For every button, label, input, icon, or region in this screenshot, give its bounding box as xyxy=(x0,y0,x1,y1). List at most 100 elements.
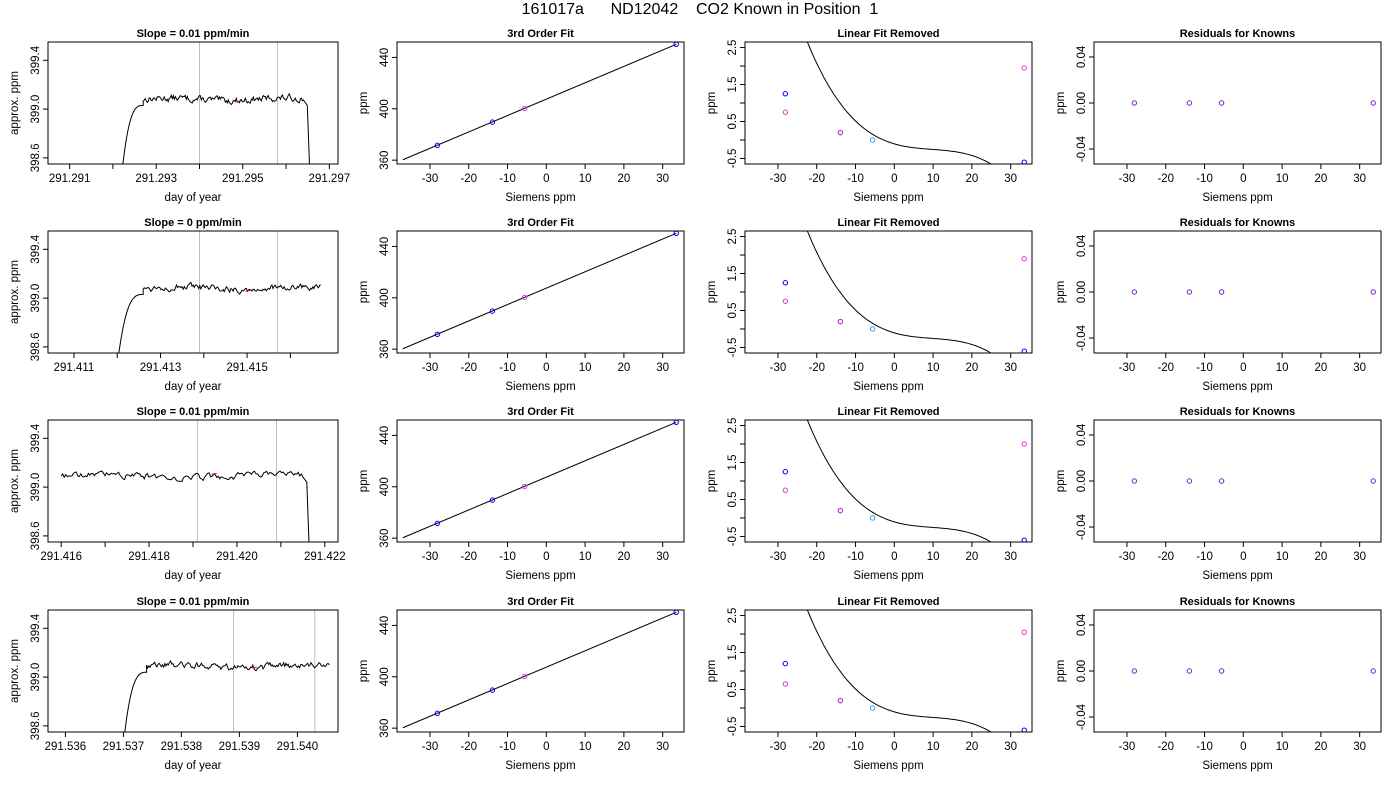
x-tick-label: 291.295 xyxy=(222,173,264,185)
data-point xyxy=(434,331,441,338)
plot-area xyxy=(1131,668,1376,674)
x-tick-label: -30 xyxy=(1119,741,1136,753)
data-point xyxy=(1370,668,1376,674)
y-tick-label: 2.5 xyxy=(727,608,739,624)
data-point xyxy=(1021,537,1027,542)
y-tick-label: 398.6 xyxy=(30,712,42,741)
x-axis-label: day of year xyxy=(165,570,222,582)
x-tick-label: -20 xyxy=(808,362,825,374)
x-tick-label: -20 xyxy=(808,173,825,185)
fit-curve xyxy=(806,420,992,542)
y-axis-label: approx. ppm xyxy=(9,260,21,324)
x-axis-label: Siemens ppm xyxy=(853,570,923,582)
y-axis-label: ppm xyxy=(706,660,718,682)
x-tick-label: 0 xyxy=(543,551,549,563)
data-point xyxy=(1131,289,1138,295)
x-tick-label: 20 xyxy=(617,173,630,185)
x-axis-label: Siemens ppm xyxy=(1202,570,1272,582)
data-point xyxy=(1370,478,1376,484)
plot-frame xyxy=(1093,230,1382,354)
x-tick-label: 0 xyxy=(1240,551,1246,563)
y-tick-label: 399.0 xyxy=(30,95,42,124)
x-tick-label: 291.538 xyxy=(161,741,203,753)
y-axis-label: approx. ppm xyxy=(9,71,21,135)
plot-frame xyxy=(396,609,685,733)
y-axis-label: ppm xyxy=(1055,281,1067,303)
panel-r2-c1: Slope = 0 ppm/min 291.411 291.413 291.415 39… xyxy=(9,217,339,393)
data-point xyxy=(1186,478,1193,484)
data-point xyxy=(782,469,789,475)
fit-line xyxy=(402,421,677,539)
y-tick-label: -0.04 xyxy=(1076,135,1088,162)
x-tick-label: 0 xyxy=(891,173,897,185)
y-tick-label: -0.04 xyxy=(1076,703,1088,730)
panel-r2-c4: Residuals for Knowns -30 -20 -10 0 10 20 30 -0.0… xyxy=(1055,217,1382,393)
plot-area xyxy=(402,420,679,539)
x-tick-label: 0 xyxy=(543,173,549,185)
data-point xyxy=(521,673,528,680)
x-tick-label: -10 xyxy=(847,741,864,753)
plot-frame xyxy=(47,609,339,733)
x-tick-label: -30 xyxy=(422,741,439,753)
y-tick-label: 400 xyxy=(379,667,391,686)
y-tick-label: 360 xyxy=(379,719,391,738)
y-axis-label: ppm xyxy=(358,281,370,303)
plot-frame xyxy=(396,419,685,543)
y-tick-label: 440 xyxy=(379,237,391,256)
x-axis-label: Siemens ppm xyxy=(1202,760,1272,772)
x-tick-label: 10 xyxy=(1276,173,1289,185)
x-tick-label: 291.537 xyxy=(103,741,145,753)
fit-line xyxy=(402,611,677,729)
data-point xyxy=(434,520,441,527)
series-line xyxy=(118,281,321,353)
y-tick-label: -0.5 xyxy=(727,527,739,547)
data-point xyxy=(434,710,441,717)
data-point xyxy=(1370,100,1376,106)
data-point xyxy=(837,129,844,136)
y-tick-label: 2.5 xyxy=(727,229,739,245)
data-point xyxy=(489,308,496,314)
panel-r4-c4: Residuals for Knowns -30 -20 -10 0 10 20 30 -0.0… xyxy=(1055,596,1382,772)
panel-r4-c2: 3rd Order Fit -30 -20 -10 0 10 20 30 360 400 440 Si… xyxy=(358,596,685,772)
data-point xyxy=(782,280,789,286)
y-tick-label: 0.00 xyxy=(1076,92,1088,114)
x-tick-label: 10 xyxy=(927,551,940,563)
data-point xyxy=(837,507,844,514)
x-tick-label: 0 xyxy=(891,741,897,753)
y-tick-label: 0.04 xyxy=(1076,423,1088,446)
plot-frame xyxy=(1093,41,1382,165)
y-tick-label: 399.0 xyxy=(30,473,42,502)
panel-title: Linear Fit Removed xyxy=(837,28,939,40)
data-point xyxy=(521,483,528,490)
x-tick-label: 0 xyxy=(1240,741,1246,753)
panel-r1-c4: Residuals for Knowns -30 -20 -10 0 10 20 30 -0.0… xyxy=(1055,28,1382,204)
plot-frame xyxy=(47,419,339,543)
plot-area xyxy=(122,42,310,164)
x-tick-label: 291.416 xyxy=(40,551,82,563)
data-point xyxy=(782,681,789,687)
fit-curve xyxy=(806,610,992,732)
x-tick-label: 30 xyxy=(1353,741,1366,753)
panel-title: Residuals for Knowns xyxy=(1180,596,1296,608)
y-tick-label: 1.5 xyxy=(727,266,739,282)
data-point xyxy=(837,318,844,325)
x-tick-label: 291.413 xyxy=(140,362,182,374)
plot-area xyxy=(782,231,1027,353)
plot-area xyxy=(782,420,1027,542)
x-tick-label: 30 xyxy=(1004,173,1017,185)
x-tick-label: -30 xyxy=(1119,551,1136,563)
x-tick-label: -10 xyxy=(499,741,516,753)
x-tick-label: -20 xyxy=(808,551,825,563)
y-axis-label: ppm xyxy=(706,281,718,303)
x-tick-label: 30 xyxy=(1353,173,1366,185)
data-point xyxy=(1021,348,1027,353)
y-tick-label: -0.5 xyxy=(727,149,739,169)
x-tick-label: -10 xyxy=(1196,741,1213,753)
x-tick-label: 10 xyxy=(1276,551,1289,563)
y-axis-label: ppm xyxy=(706,92,718,114)
y-tick-label: 1.5 xyxy=(727,455,739,471)
y-tick-label: 399.4 xyxy=(30,613,42,642)
data-point xyxy=(1186,100,1193,106)
y-tick-label: 1.5 xyxy=(727,77,739,93)
y-tick-label: 0.04 xyxy=(1076,234,1088,257)
